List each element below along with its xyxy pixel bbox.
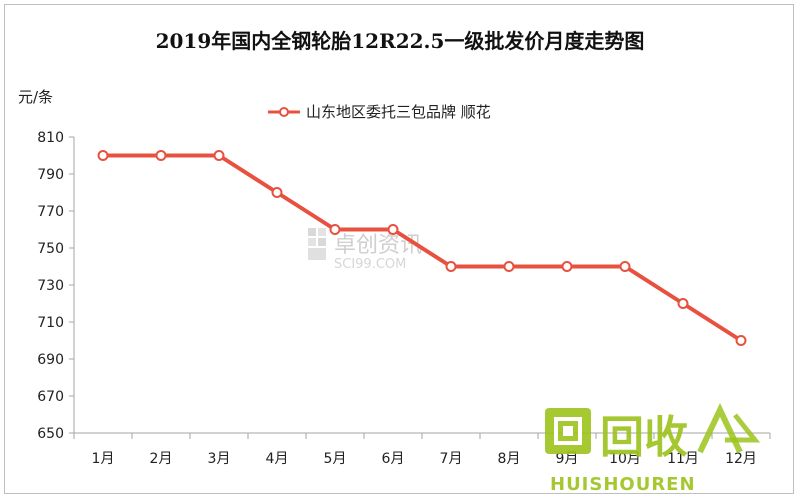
axes <box>69 136 771 439</box>
watermark-subtext: SCI99.COM <box>334 257 406 272</box>
y-tick-label: 730 <box>37 278 64 294</box>
data-point <box>503 261 515 272</box>
data-point <box>97 150 109 161</box>
x-tick-label: 7月 <box>440 451 463 467</box>
data-point <box>735 335 747 346</box>
data-point <box>445 261 457 272</box>
recycle-logo: 回收 HUISHOUREN <box>545 403 761 495</box>
legend-marker-swatch <box>279 107 289 117</box>
y-tick-label: 810 <box>37 130 64 146</box>
data-point <box>155 150 167 161</box>
series-line <box>103 153 743 343</box>
data-point <box>271 187 283 198</box>
x-tick-label: 11月 <box>667 451 699 467</box>
legend: 山东地区委托三包品牌 顺花 <box>268 103 491 121</box>
x-tick-label: 12月 <box>725 451 757 467</box>
y-tick-label: 790 <box>37 167 64 183</box>
x-tick-label: 4月 <box>266 451 289 467</box>
watermark-text: 卓创资讯 <box>334 233 422 258</box>
x-tick-label: 6月 <box>382 451 405 467</box>
y-axis-unit: 元/条 <box>18 88 53 106</box>
chart-frame <box>4 4 794 494</box>
y-tick-label: 650 <box>37 426 64 442</box>
x-tick-label: 8月 <box>498 451 521 467</box>
data-point <box>619 261 631 272</box>
data-point <box>561 261 573 272</box>
logo-subtext: HUISHOUREN <box>550 474 696 495</box>
x-tick-label: 5月 <box>324 451 347 467</box>
series-layer <box>97 150 747 346</box>
y-tick-label: 750 <box>37 241 64 257</box>
x-tick-label: 1月 <box>92 451 115 467</box>
x-tick-label: 9月 <box>556 451 579 467</box>
legend-entry: 山东地区委托三包品牌 顺花 <box>306 103 491 121</box>
y-tick-label: 690 <box>37 352 64 368</box>
y-tick-label: 770 <box>37 204 64 220</box>
watermark: 卓创资讯 SCI99.COM <box>308 228 422 272</box>
chart-title: 2019年国内全钢轮胎12R22.5一级批发价月度走势图 <box>156 29 645 53</box>
x-tick-label: 2月 <box>150 451 173 467</box>
data-point <box>213 150 225 161</box>
logo-text: 回收 <box>600 412 688 463</box>
data-point <box>387 224 399 235</box>
y-tick-label: 710 <box>37 315 64 331</box>
tick-labels: 650 670 690 710 730 750 770 790 810 1月 2月 3月 4月 5月 6月 7… <box>37 130 757 467</box>
x-tick-label: 3月 <box>208 451 231 467</box>
y-tick-label: 670 <box>37 389 64 405</box>
data-point <box>677 298 689 309</box>
x-tick-label: 10月 <box>609 451 641 467</box>
data-point <box>329 224 341 235</box>
